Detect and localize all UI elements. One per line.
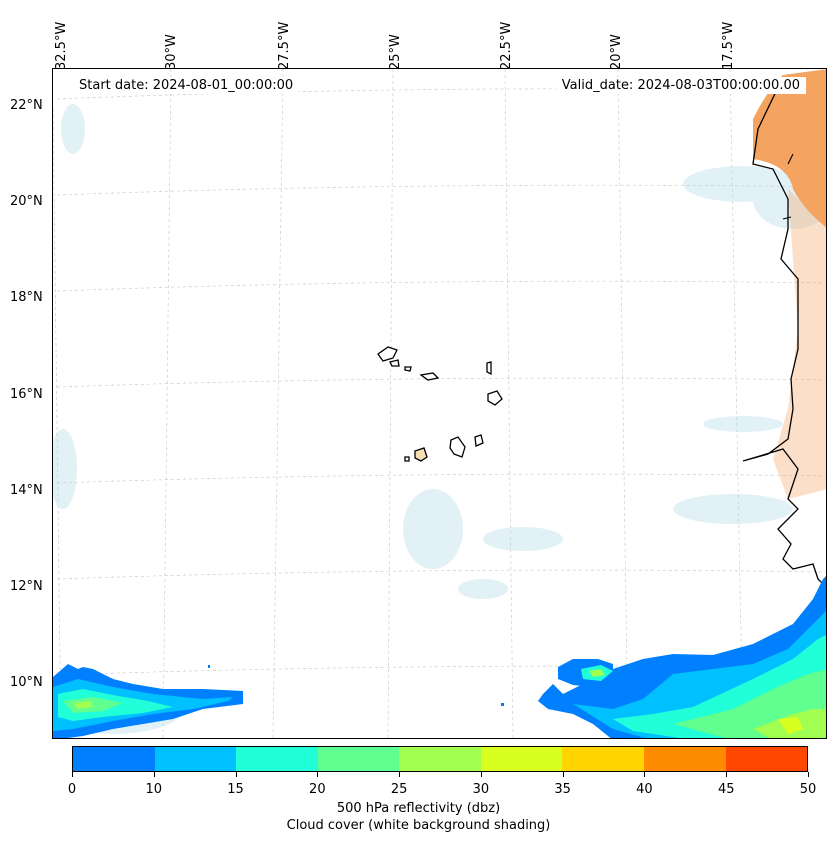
lon-label-27-5w: 27.5°W [277, 21, 292, 70]
coastline-africa [742, 76, 826, 588]
colorbar-segment [154, 747, 237, 771]
colorbar-label: 500 hPa reflectivity (dbz) [336, 801, 501, 816]
colorbar-tick-mark [562, 772, 564, 777]
colorbar-tick-mark [480, 772, 482, 777]
colorbar-segment [643, 747, 726, 771]
lon-label-25w: 25°W [388, 34, 403, 70]
colorbar-tick-mark [644, 772, 646, 777]
land-africa-shading [773, 189, 826, 499]
colorbar-tick-label: 0 [67, 782, 77, 797]
colorbar-tick-mark [235, 772, 237, 777]
colorbar-tick-label: 45 [717, 782, 735, 797]
cloud-cover-shading [53, 104, 826, 734]
colorbar-segment [725, 747, 808, 771]
colorbar-tick-mark [399, 772, 401, 777]
lon-label-17-5w: 17.5°W [721, 21, 736, 70]
cape-verde-islands [377, 346, 503, 462]
colorbar-segment [317, 747, 400, 771]
colorbar-tick-mark [72, 772, 73, 777]
colorbar-tick-label: 50 [799, 782, 817, 797]
map-canvas [53, 69, 826, 738]
lon-label-22-5w: 22.5°W [499, 21, 514, 70]
lat-label-10n: 10°N [10, 675, 43, 690]
lat-label-12n: 12°N [10, 579, 43, 594]
colorbar-tick-mark [153, 772, 155, 777]
reflectivity-southeast [208, 576, 826, 738]
colorbar-segment [399, 747, 481, 771]
start-date-label: Start date: 2024-08-01_00:00:00 [73, 77, 300, 94]
colorbar-tick-label: 25 [390, 782, 408, 797]
colorbar-sublabel: Cloud cover (white background shading) [286, 818, 551, 833]
colorbar-tick-mark [317, 772, 319, 777]
coastline-africa-2 [782, 153, 794, 220]
colorbar-tick-label: 40 [636, 782, 653, 797]
colorbar-tick-label: 15 [227, 782, 244, 797]
lon-label-30w: 30°W [164, 34, 179, 70]
colorbar-segment [562, 747, 644, 771]
lat-label-18n: 18°N [10, 290, 43, 305]
reflectivity-southwest [53, 664, 243, 738]
colorbar-tick-label: 10 [145, 782, 163, 797]
lat-label-14n: 14°N [10, 483, 43, 498]
lat-label-20n: 20°N [10, 194, 43, 209]
colorbar-segment [73, 747, 155, 771]
colorbar [72, 746, 808, 772]
colorbar-tick-label: 30 [472, 782, 490, 797]
colorbar-tick-label: 20 [309, 782, 326, 797]
map-panel: Start date: 2024-08-01_00:00:00 Valid_da… [52, 68, 827, 739]
lon-label-20w: 20°W [609, 34, 624, 70]
lat-label-22n: 22°N [10, 98, 43, 113]
lat-label-16n: 16°N [10, 387, 43, 402]
graticule [53, 69, 826, 738]
colorbar-segment [480, 747, 563, 771]
colorbar-tick-mark [726, 772, 728, 777]
lon-label-32-5w: 32.5°W [54, 21, 69, 70]
land-africa-north [753, 69, 826, 228]
colorbar-segment [236, 747, 318, 771]
colorbar-tick-label: 35 [554, 782, 571, 797]
colorbar-tick-mark [808, 772, 809, 777]
valid-date-label: Valid_date: 2024-08-03T00:00:00.00 [555, 77, 806, 94]
